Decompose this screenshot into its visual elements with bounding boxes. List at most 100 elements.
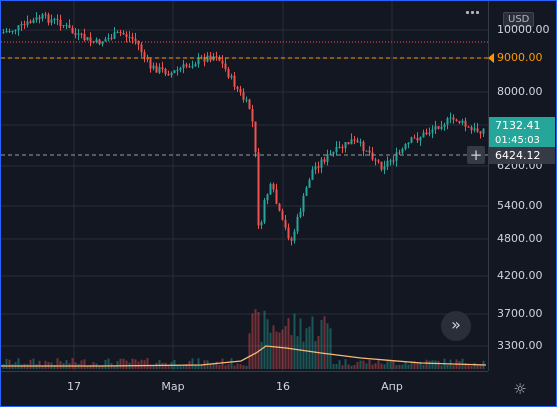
candle-body	[350, 139, 353, 145]
candle-body	[260, 222, 263, 226]
candle-body	[263, 200, 266, 223]
volume-bar	[398, 364, 401, 369]
volume-bar	[440, 365, 443, 369]
last-price-tag: 7132.41	[489, 117, 555, 134]
volume-bar	[227, 364, 230, 369]
candle-body	[392, 160, 395, 162]
volume-bar	[101, 365, 104, 369]
time-label-apr: Апр	[381, 380, 403, 393]
gear-icon[interactable]: ☼	[513, 380, 527, 398]
candle-body	[179, 68, 182, 70]
candle-body	[197, 57, 200, 65]
volume-bar	[293, 313, 296, 369]
volume-bar	[413, 361, 416, 369]
volume-bar	[176, 365, 179, 369]
candle-body	[371, 152, 374, 160]
volume-bar	[308, 326, 311, 369]
candle-body	[356, 140, 359, 143]
candle-body	[209, 55, 212, 61]
volume-bar	[65, 360, 68, 369]
volume-bar	[173, 360, 176, 369]
candle-body	[194, 64, 197, 67]
volume-bar	[59, 360, 62, 369]
volume-bar	[431, 360, 434, 369]
candle-body	[116, 32, 119, 34]
alert-marker-icon[interactable]	[488, 53, 494, 63]
candle-body	[146, 57, 149, 60]
candle-body	[467, 126, 470, 128]
scroll-to-realtime-button[interactable]: »	[441, 311, 471, 341]
toolbar-dots-icon[interactable]	[466, 1, 488, 14]
volume-bar	[428, 360, 431, 369]
currency-badge[interactable]: USD	[503, 12, 535, 27]
volume-bar	[245, 365, 248, 369]
candle-body	[161, 67, 164, 69]
volume-bar	[470, 365, 473, 369]
volume-bar	[458, 361, 461, 369]
candle-body	[89, 37, 92, 42]
volume-bar	[392, 361, 395, 369]
volume-bar	[230, 358, 233, 369]
candle-body	[443, 124, 446, 127]
volume-bar	[419, 361, 422, 369]
volume-bar	[305, 328, 308, 369]
volume-bar	[407, 364, 410, 369]
volume-bar	[278, 332, 281, 369]
candle-body	[230, 75, 233, 78]
volume-bar	[290, 335, 293, 369]
candle-body	[71, 28, 74, 34]
volume-bar	[53, 364, 56, 369]
candle-body	[104, 39, 107, 42]
volume-bar	[437, 360, 440, 369]
candle-body	[125, 34, 128, 37]
volume-bar	[296, 336, 299, 369]
candle-body	[404, 144, 407, 149]
candle-body	[185, 64, 188, 67]
crosshair-plus-icon[interactable]: +	[467, 146, 485, 164]
volume-bar	[269, 332, 272, 369]
time-axis[interactable]: 17 Мар 16 Апр	[1, 371, 488, 406]
candle-body	[368, 150, 371, 153]
candle-body	[50, 19, 53, 23]
candle-body	[425, 132, 428, 135]
candle-body	[41, 14, 44, 19]
candle-body	[5, 31, 8, 33]
volume-bar	[200, 364, 203, 369]
candle-body	[347, 142, 350, 145]
volume-bar	[215, 361, 218, 369]
candle-body	[155, 65, 158, 73]
volume-bar	[320, 319, 323, 369]
volume-bar	[266, 319, 269, 369]
candle-body	[224, 63, 227, 69]
candle-body	[281, 210, 284, 220]
time-label-mar: Мар	[161, 380, 185, 393]
candle-body	[248, 99, 251, 109]
candle-body	[164, 68, 167, 75]
time-label-17: 17	[67, 380, 81, 393]
candle-body	[65, 25, 68, 27]
price-axis[interactable]: USD 10000.00 9000.00 8000.00 6200.00 540…	[488, 1, 556, 371]
price-chart[interactable]	[1, 1, 488, 371]
volume-bar	[374, 363, 377, 369]
candle-body	[227, 68, 230, 78]
candle-body	[44, 14, 47, 16]
volume-bar	[299, 318, 302, 369]
candle-body	[110, 37, 113, 39]
volume-bar	[359, 360, 362, 369]
candle-body	[83, 33, 86, 41]
candle-body	[422, 132, 425, 138]
candle-body	[353, 139, 356, 141]
candle-body	[395, 152, 398, 161]
candle-body	[461, 120, 464, 123]
candle-body	[143, 52, 146, 58]
candle-body	[98, 39, 101, 45]
candle-body	[449, 117, 452, 119]
volume-bar	[380, 363, 383, 369]
candle-body	[455, 119, 458, 121]
candle-body	[287, 227, 290, 239]
candle-body	[314, 166, 317, 170]
volume-bar	[260, 341, 263, 369]
volume-bar	[125, 360, 128, 369]
volume-bar	[182, 365, 185, 369]
